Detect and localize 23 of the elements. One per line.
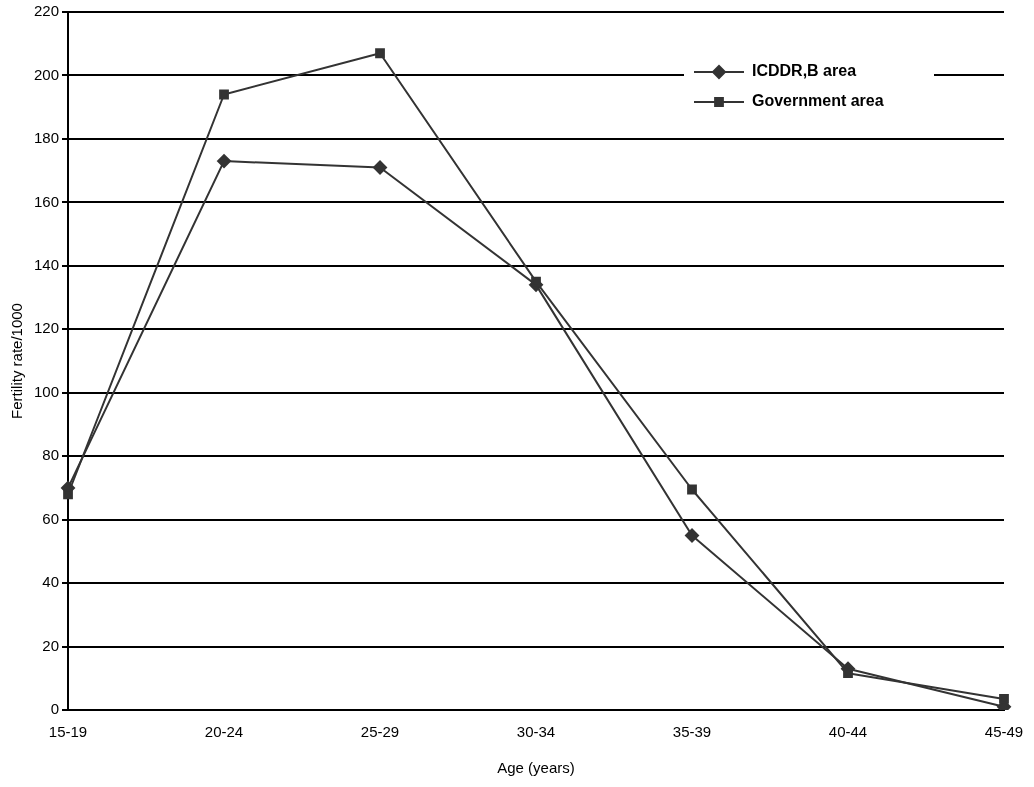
x-tick-label: 20-24 xyxy=(204,723,244,741)
y-tick-label: 120 xyxy=(34,319,60,337)
y-tick-label: 160 xyxy=(34,192,60,210)
y-tick-label: 0 xyxy=(50,700,60,718)
y-tick-label: 100 xyxy=(34,382,60,400)
legend-label: ICDDR,B area xyxy=(752,62,857,80)
y-tick-label: 220 xyxy=(34,2,60,20)
legend-label: Government area xyxy=(752,92,884,110)
x-tick-label: 15-19 xyxy=(48,723,88,741)
y-tick-label: 60 xyxy=(42,509,60,527)
y-tick-label: 20 xyxy=(42,636,60,654)
x-tick-label: 35-39 xyxy=(672,723,712,741)
x-tick-label: 30-34 xyxy=(516,723,556,741)
y-tick-label: 80 xyxy=(42,446,60,464)
y-axis-title: Fertility rate/1000 xyxy=(8,303,26,419)
x-axis-title: Age (years) xyxy=(497,759,575,777)
y-tick-label: 180 xyxy=(34,129,60,147)
x-tick-label: 25-29 xyxy=(360,723,400,741)
y-tick-label: 140 xyxy=(34,255,60,273)
y-tick-label: 200 xyxy=(34,65,60,83)
x-tick-label: 40-44 xyxy=(828,723,868,741)
x-tick-label: 45-49 xyxy=(984,723,1024,741)
y-tick-label: 40 xyxy=(42,573,60,591)
